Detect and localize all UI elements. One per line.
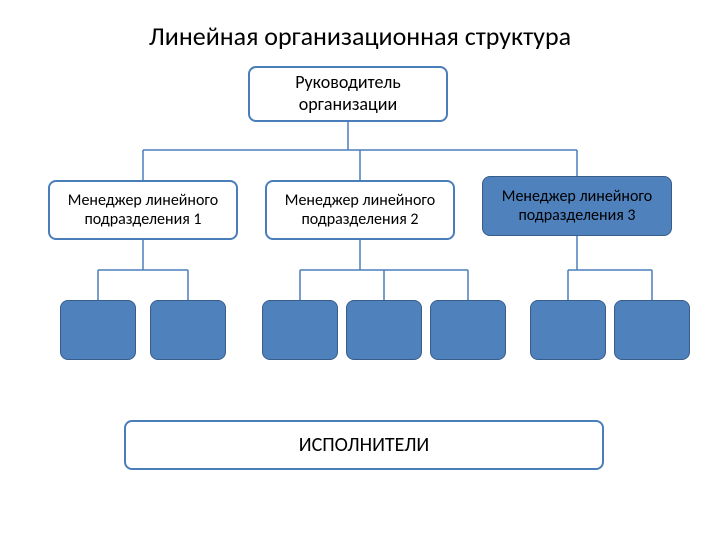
node-w1 [60, 300, 136, 360]
node-w7 [614, 300, 690, 360]
node-w3 [262, 300, 338, 360]
node-w6 [530, 300, 606, 360]
node-exec: ИСПОЛНИТЕЛИ [124, 420, 604, 470]
node-m1: Менеджер линейного подразделения 1 [48, 180, 238, 240]
node-w5 [430, 300, 506, 360]
node-w4 [346, 300, 422, 360]
node-m3: Менеджер линейного подразделения 3 [482, 176, 672, 236]
node-w2 [150, 300, 226, 360]
node-m2: Менеджер линейного подразделения 2 [265, 180, 455, 240]
node-root: Руководитель организации [248, 66, 448, 122]
diagram-title: Линейная организационная структура [0, 20, 720, 52]
